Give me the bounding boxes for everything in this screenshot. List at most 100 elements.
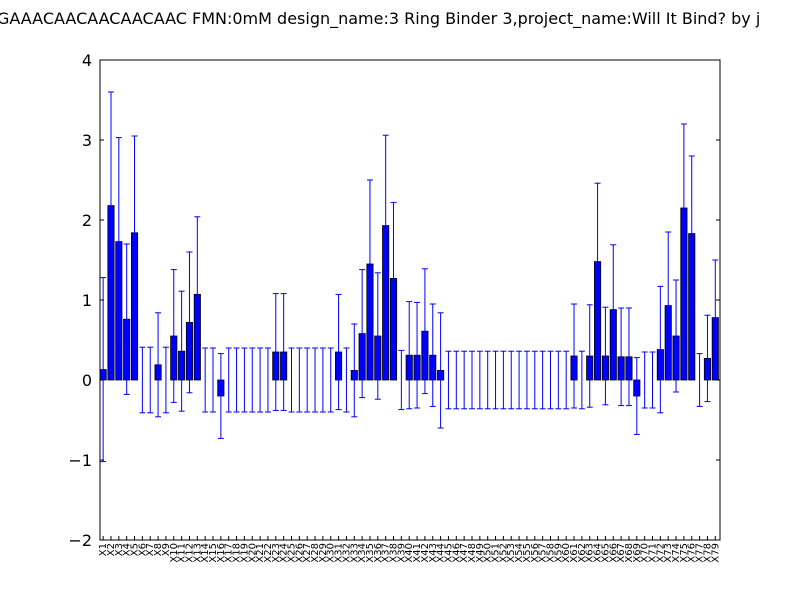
error-bar	[618, 307, 625, 407]
error-bar	[469, 350, 475, 410]
error-bar	[100, 277, 107, 463]
x-tick-label: X40	[404, 543, 415, 563]
x-tick-label: X71	[648, 543, 659, 563]
x-tick-label: X52	[498, 543, 509, 563]
x-tick-label: X51	[491, 543, 502, 563]
error-bar	[186, 251, 193, 394]
x-tick-label: X27	[302, 543, 313, 563]
x-tick-label: X28	[310, 543, 321, 563]
x-tick-label: X35	[365, 543, 376, 563]
x-tick-label: X34	[357, 543, 368, 563]
x-tick-label: X25	[286, 543, 297, 563]
error-bar	[704, 314, 711, 403]
error-bar	[217, 353, 224, 439]
error-bar	[288, 347, 295, 413]
x-tick-label: X79	[710, 543, 721, 563]
error-bar	[680, 123, 687, 293]
x-tick-label: X26	[294, 543, 305, 563]
error-bar	[476, 350, 483, 410]
x-tick-label: X17	[224, 543, 235, 563]
y-tick-label: −1	[68, 451, 92, 470]
error-bar	[170, 269, 177, 403]
x-tick-label: X58	[545, 543, 556, 563]
x-tick-label: X15	[208, 543, 219, 563]
x-tick-label: X46	[451, 543, 462, 563]
y-tick-label: 2	[82, 211, 92, 230]
x-tick-label: X39	[396, 543, 407, 563]
error-bar	[233, 347, 240, 413]
error-bar	[280, 293, 287, 411]
x-tick-label: X30	[326, 543, 337, 563]
error-bar	[210, 347, 217, 413]
error-bar	[484, 350, 491, 410]
x-tick-label: X6	[137, 543, 148, 556]
error-bar	[453, 350, 460, 410]
error-bar	[390, 201, 397, 355]
x-tick-label: X24	[279, 543, 290, 563]
y-tick-label: 1	[82, 291, 92, 310]
x-tick-label: X32	[341, 543, 352, 563]
error-bar	[202, 347, 209, 413]
x-tick-label: X16	[216, 543, 227, 563]
error-bar	[406, 301, 413, 410]
x-tick-label: X75	[679, 543, 690, 563]
x-tick-label: X22	[263, 543, 274, 563]
x-tick-label: X13	[192, 543, 203, 563]
error-bar	[264, 347, 271, 413]
x-tick-label: X56	[530, 543, 541, 563]
x-tick-label: X1	[98, 543, 109, 556]
error-bar	[107, 91, 114, 320]
error-bar	[272, 293, 279, 411]
error-bar	[712, 259, 719, 376]
x-tick-label: X44	[436, 543, 447, 563]
error-bar	[649, 351, 656, 409]
x-tick-label: X20	[247, 543, 258, 563]
error-bar	[673, 279, 680, 393]
x-tick-label: X12	[184, 543, 195, 563]
x-tick-label: X47	[459, 543, 470, 563]
x-tick-label: X49	[475, 543, 486, 563]
error-bar	[602, 306, 609, 406]
x-tick-label: X78	[702, 543, 713, 563]
x-tick-label: X76	[687, 543, 698, 563]
plot-frame	[99, 59, 721, 541]
x-tick-label: X70	[640, 543, 651, 563]
error-bar	[366, 179, 373, 349]
y-tick-label: 0	[82, 371, 92, 390]
x-tick-label: X5	[130, 543, 141, 556]
error-bar	[249, 347, 256, 413]
x-tick-label: X29	[318, 543, 329, 563]
error-bar	[304, 347, 311, 413]
error-bar	[429, 303, 436, 407]
error-bar	[531, 350, 538, 410]
error-bar	[461, 350, 468, 410]
error-bar	[437, 312, 444, 429]
error-bar	[500, 350, 507, 410]
error-bar	[312, 347, 319, 413]
error-bar	[147, 346, 154, 414]
x-tick-label: X73	[663, 543, 674, 563]
x-tick-label: X66	[608, 543, 619, 563]
error-bar	[225, 347, 232, 413]
x-tick-label: X4	[122, 543, 133, 556]
x-tick-label: X60	[561, 543, 572, 563]
error-bar	[508, 350, 515, 410]
error-bar	[523, 350, 530, 410]
error-bar	[516, 350, 523, 410]
error-bar	[421, 268, 428, 395]
error-bar	[131, 135, 138, 331]
error-bar	[445, 350, 452, 410]
x-tick-label: X38	[389, 543, 400, 563]
error-bar	[539, 350, 546, 410]
error-bar	[382, 134, 389, 317]
error-bar	[257, 347, 264, 413]
x-tick-label: X10	[169, 543, 180, 563]
error-bar	[555, 350, 562, 410]
x-tick-label: X36	[373, 543, 384, 563]
error-bar	[665, 231, 672, 380]
x-tick-label: X55	[522, 543, 533, 563]
error-bar	[374, 272, 381, 400]
error-bar	[696, 353, 703, 407]
x-tick-label: X48	[467, 543, 478, 563]
